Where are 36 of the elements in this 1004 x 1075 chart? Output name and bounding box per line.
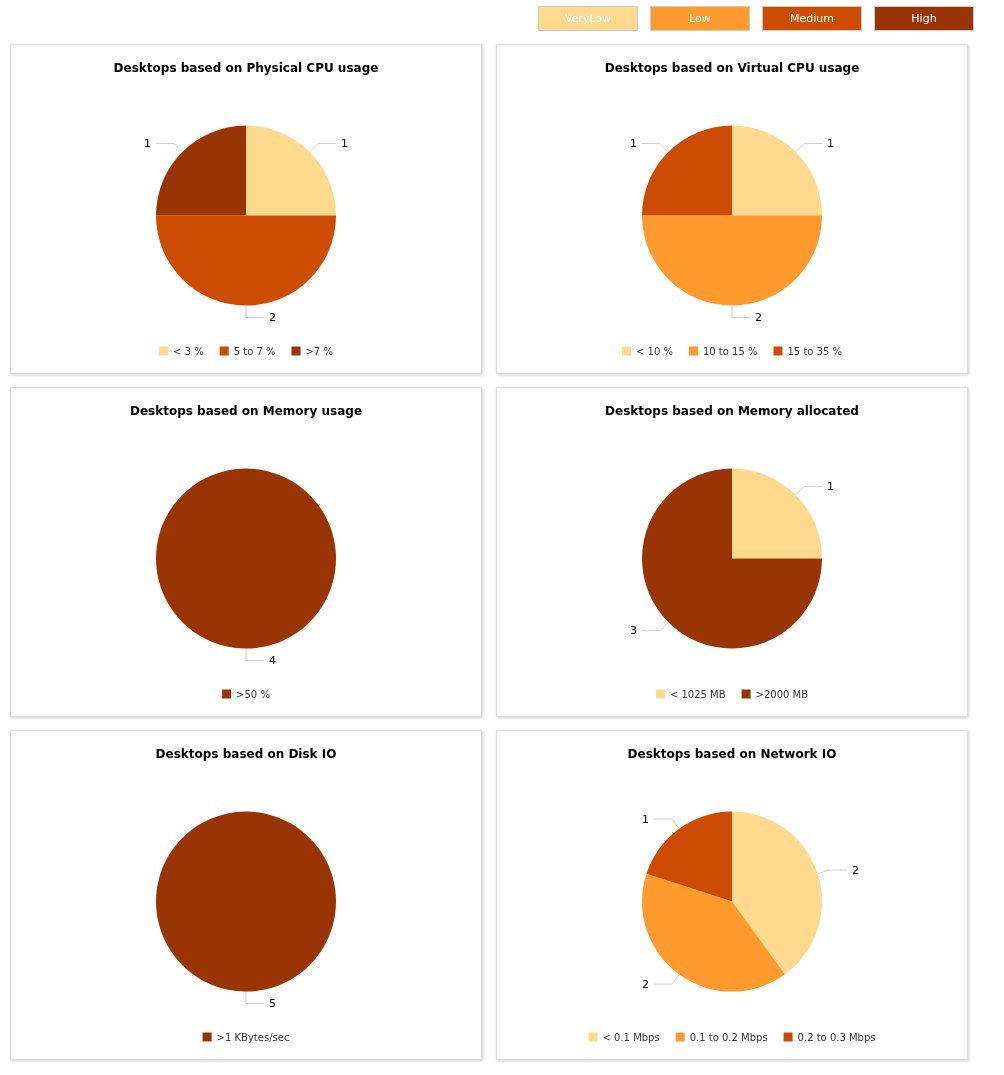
data-label: 1 [642,812,650,826]
data-label: 1 [341,136,349,150]
legend-label: < 1025 MB [669,688,726,700]
data-label: 3 [629,624,637,638]
data-label: 1 [827,136,835,150]
data-label: 2 [642,977,650,991]
data-label: 4 [269,654,276,668]
data-label: 1 [827,479,835,493]
chart-title: Desktops based on Virtual CPU usage [604,61,860,75]
legend-label: < 3 % [173,345,204,357]
data-label: 1 [143,136,151,150]
legend-label: < 10 % [635,345,673,357]
legend-label: 10 to 15 % [702,345,758,357]
legend-label: 15 to 35 % [787,345,843,357]
legend-label: >50 % [236,688,270,700]
level-button: Low [650,6,750,31]
data-label: 2 [852,863,860,877]
chart-title: Desktops based on Memory allocated [605,404,859,418]
chart-title: Desktops based on Physical CPU usage [113,61,379,75]
legend-label: >2000 MB [755,688,809,700]
data-label: 5 [269,997,276,1011]
level-button: Medium [762,6,862,31]
legend-label: 0.1 to 0.2 Mbps [689,1031,768,1043]
chart-title: Desktops based on Memory usage [129,404,363,418]
level-button: High [874,6,974,31]
data-label: 2 [269,311,276,325]
legend-label: 0.2 to 0.3 Mbps [797,1031,876,1043]
chart-title: Desktops based on Network IO [627,747,837,761]
legend-label: >1 KBytes/sec [216,1031,290,1043]
legend-label: 5 to 7 % [233,345,276,357]
legend-label: >7 % [305,345,333,357]
level-button: VeryLow [538,6,638,31]
legend-label: < 0.1 Mbps [602,1031,660,1043]
data-label: 2 [755,311,762,325]
chart-title: Desktops based on Disk IO [155,747,337,761]
data-label: 1 [629,136,637,150]
